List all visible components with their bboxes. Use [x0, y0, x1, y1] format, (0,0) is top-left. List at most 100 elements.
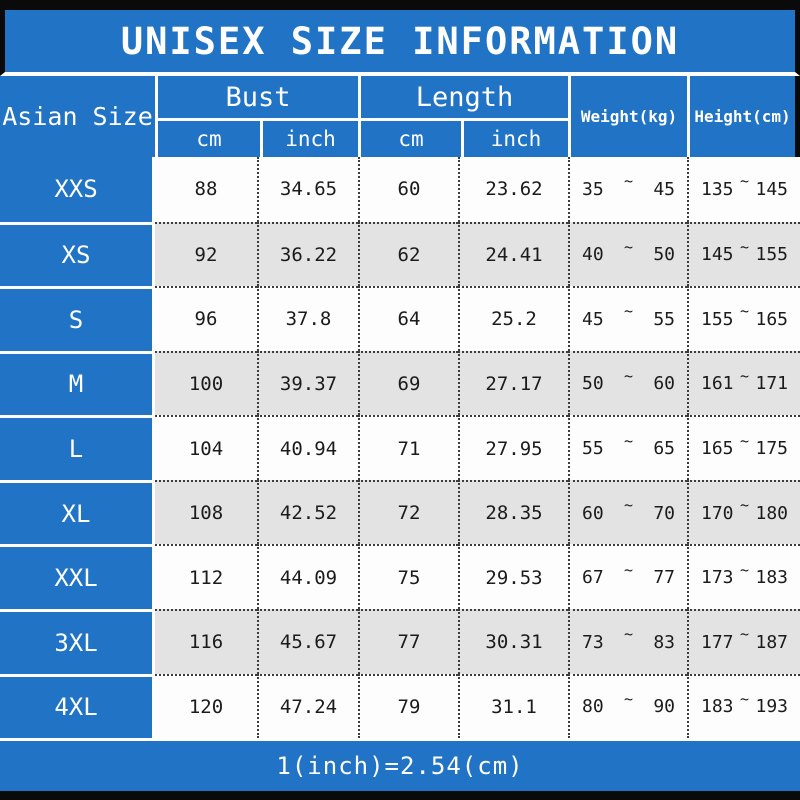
height-range: 183 ~193 [687, 673, 800, 739]
table-row-xl: XL 108 42.52 72 28.35 60 ~70 170 ~180 [0, 479, 800, 545]
size-label: S [0, 286, 155, 351]
weight-range: 80 ~90 [568, 673, 687, 739]
header-length-inch: inch [461, 121, 568, 157]
table-row-l: L 104 40.94 71 27.95 55 ~65 165 ~175 [0, 415, 800, 480]
table-row-4xl: 4XL 120 47.24 79 31.1 80 ~90 183 ~193 [0, 673, 800, 739]
length-cm-value: 64 [358, 286, 458, 351]
table-row-xs: XS 92 36.22 62 24.41 40 ~50 145 ~155 [0, 221, 800, 287]
length-cm-value: 77 [358, 608, 458, 674]
weight-min: 40 [582, 244, 604, 266]
tilde-glyph: ~ [739, 302, 750, 321]
weight-range: 55 ~65 [568, 415, 687, 480]
length-cm-value: 69 [358, 350, 458, 416]
size-label: L [0, 415, 155, 480]
bust-inch-value: 40.94 [257, 415, 358, 480]
length-inch-value: 25.2 [458, 286, 568, 351]
height-min: 173 [701, 567, 734, 589]
bust-cm-value: 92 [155, 221, 257, 287]
height-range: 155 ~165 [687, 286, 800, 351]
length-inch-value: 30.31 [458, 608, 568, 674]
weight-min: 67 [582, 567, 604, 589]
height-max: 193 [755, 696, 788, 718]
bust-inch-value: 34.65 [257, 157, 358, 222]
length-inch-value: 27.17 [458, 350, 568, 416]
height-max: 183 [755, 567, 788, 589]
table-row-xxs: XXS 88 34.65 60 23.62 35 ~45 135 ~145 [0, 157, 800, 222]
footer-bar: 1(inch)=2.54(cm) [0, 738, 800, 791]
weight-min: 55 [582, 438, 604, 460]
weight-min: 80 [582, 696, 604, 718]
size-label: 3XL [0, 608, 155, 674]
bust-cm-value: 116 [155, 608, 257, 674]
weight-max: 50 [653, 244, 675, 266]
length-inch-value: 31.1 [458, 673, 568, 739]
height-min: 161 [701, 373, 734, 395]
header-bust-inch: inch [260, 121, 358, 157]
top-black-strip [0, 0, 800, 10]
bust-cm-value: 104 [155, 415, 257, 480]
tilde-glyph: ~ [623, 302, 634, 321]
weight-min: 50 [582, 373, 604, 395]
weight-range: 35 ~45 [568, 157, 687, 222]
length-cm-value: 60 [358, 157, 458, 222]
height-max: 145 [755, 178, 788, 200]
length-inch-value: 27.95 [458, 415, 568, 480]
length-cm-value: 75 [358, 544, 458, 609]
height-range: 161 ~171 [687, 350, 800, 416]
bottom-black-strip [0, 791, 800, 800]
height-max: 165 [755, 308, 788, 330]
table-row-3xl: 3XL 116 45.67 77 30.31 73 ~83 177 ~187 [0, 608, 800, 674]
weight-range: 67 ~77 [568, 544, 687, 609]
height-min: 135 [701, 178, 734, 200]
height-min: 165 [701, 438, 734, 460]
height-max: 187 [755, 631, 788, 653]
length-cm-value: 71 [358, 415, 458, 480]
length-cm-value: 72 [358, 479, 458, 545]
length-inch-value: 29.53 [458, 544, 568, 609]
weight-max: 90 [653, 696, 675, 718]
bust-inch-value: 45.67 [257, 608, 358, 674]
header-height: Height(cm) [687, 76, 795, 157]
header-group-bust: Bust cm inch [155, 76, 358, 157]
height-range: 173 ~183 [687, 544, 800, 609]
length-cm-value: 79 [358, 673, 458, 739]
tilde-glyph: ~ [623, 560, 634, 579]
tilde-glyph: ~ [739, 237, 750, 256]
height-min: 145 [701, 244, 734, 266]
weight-max: 55 [653, 308, 675, 330]
weight-max: 60 [653, 373, 675, 395]
height-min: 177 [701, 631, 734, 653]
length-inch-value: 28.35 [458, 479, 568, 545]
tilde-glyph: ~ [739, 366, 750, 385]
weight-max: 70 [653, 502, 675, 524]
weight-min: 35 [582, 178, 604, 200]
tilde-glyph: ~ [623, 172, 634, 191]
height-range: 165 ~175 [687, 415, 800, 480]
size-label: M [0, 350, 155, 416]
bust-cm-value: 112 [155, 544, 257, 609]
bust-inch-value: 47.24 [257, 673, 358, 739]
bust-cm-value: 108 [155, 479, 257, 545]
bust-inch-value: 44.09 [257, 544, 358, 609]
height-range: 170 ~180 [687, 479, 800, 545]
bust-cm-value: 96 [155, 286, 257, 351]
header-asian-size: Asian Size [0, 76, 155, 157]
bust-cm-value: 100 [155, 350, 257, 416]
size-label: 4XL [0, 673, 155, 739]
size-label: XS [0, 221, 155, 287]
weight-max: 77 [653, 567, 675, 589]
tilde-glyph: ~ [623, 237, 634, 256]
table-header: Asian Size Bust cm inch Length cm inch W… [0, 76, 800, 157]
size-label: XXS [0, 157, 155, 222]
header-bust: Bust [158, 76, 358, 121]
bust-inch-value: 37.8 [257, 286, 358, 351]
height-max: 171 [755, 373, 788, 395]
height-range: 145 ~155 [687, 221, 800, 287]
tilde-glyph: ~ [739, 496, 750, 515]
title-bar: UNISEX SIZE INFORMATION [0, 10, 800, 76]
table-row-s: S 96 37.8 64 25.2 45 ~55 155 ~165 [0, 286, 800, 351]
weight-range: 60 ~70 [568, 479, 687, 545]
tilde-glyph: ~ [739, 689, 750, 708]
bust-cm-value: 120 [155, 673, 257, 739]
